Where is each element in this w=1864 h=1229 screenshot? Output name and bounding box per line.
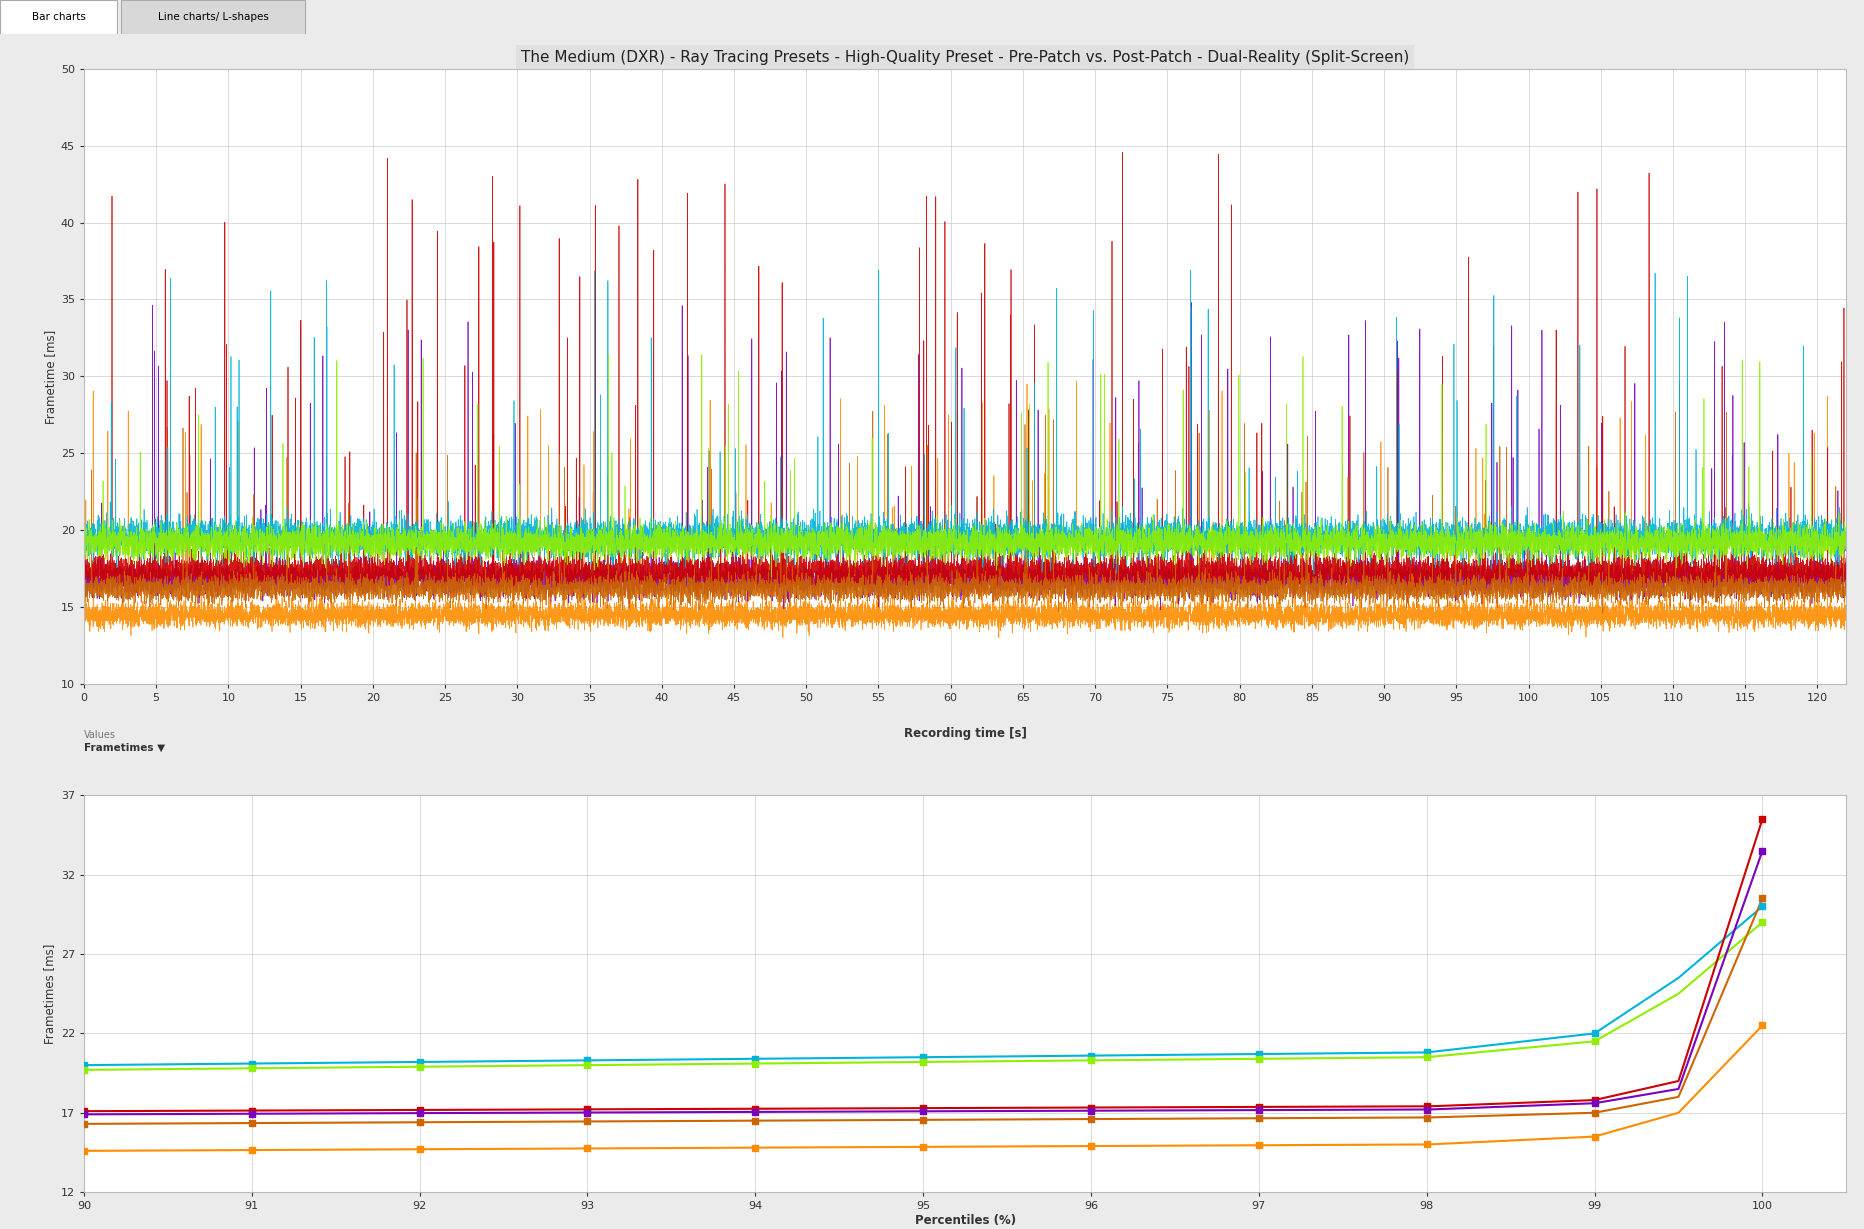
Point — [404, 1057, 434, 1077]
Point — [908, 1047, 938, 1067]
Title: The Medium (DXR) - Ray Tracing Presets - High-Quality Preset - Pre-Patch vs. Pos: The Medium (DXR) - Ray Tracing Presets -… — [520, 50, 1409, 65]
Point — [237, 1141, 267, 1160]
Point — [1579, 1102, 1609, 1122]
Point — [1579, 1024, 1609, 1043]
Point — [572, 1102, 602, 1122]
Point — [1747, 889, 1776, 908]
Point — [740, 1111, 770, 1131]
Point — [1076, 1097, 1105, 1117]
Point — [1243, 1097, 1273, 1117]
Point — [69, 1141, 99, 1160]
Point — [572, 1138, 602, 1158]
Point — [740, 1099, 770, 1118]
Point — [237, 1053, 267, 1073]
Point — [1579, 1031, 1609, 1051]
Point — [908, 1099, 938, 1118]
Y-axis label: Frametime [ms]: Frametime [ms] — [43, 329, 56, 424]
Point — [1076, 1051, 1105, 1070]
Point — [1076, 1110, 1105, 1129]
Point — [572, 1056, 602, 1075]
Point — [1579, 1090, 1609, 1110]
FancyBboxPatch shape — [0, 0, 117, 34]
Point — [404, 1112, 434, 1132]
X-axis label: Percentiles (%): Percentiles (%) — [913, 1214, 1016, 1227]
Point — [908, 1101, 938, 1121]
Point — [1747, 1015, 1776, 1035]
Point — [1411, 1107, 1441, 1127]
X-axis label: Recording time [s]: Recording time [s] — [904, 728, 1025, 740]
Point — [1747, 809, 1776, 828]
Point — [1579, 1094, 1609, 1113]
Point — [69, 1101, 99, 1121]
Point — [69, 1113, 99, 1133]
Point — [69, 1105, 99, 1125]
Point — [1411, 1047, 1441, 1067]
Point — [404, 1100, 434, 1120]
Point — [237, 1058, 267, 1078]
Text: Frametimes ▼: Frametimes ▼ — [84, 742, 164, 752]
Point — [237, 1104, 267, 1123]
Point — [740, 1050, 770, 1069]
FancyBboxPatch shape — [121, 0, 306, 34]
Point — [1411, 1100, 1441, 1120]
Point — [572, 1100, 602, 1120]
Point — [908, 1137, 938, 1156]
Text: Bar charts: Bar charts — [32, 12, 86, 22]
Point — [740, 1138, 770, 1158]
Point — [572, 1112, 602, 1132]
Point — [1747, 912, 1776, 932]
Point — [1747, 841, 1776, 860]
Point — [1411, 1096, 1441, 1116]
Point — [1076, 1137, 1105, 1156]
Point — [908, 1052, 938, 1072]
Point — [404, 1052, 434, 1072]
Point — [237, 1101, 267, 1121]
Point — [1076, 1046, 1105, 1066]
Point — [1243, 1100, 1273, 1120]
Point — [1076, 1101, 1105, 1121]
Point — [404, 1139, 434, 1159]
Point — [1411, 1042, 1441, 1062]
Point — [740, 1102, 770, 1122]
Point — [1747, 897, 1776, 917]
Text: Line charts/ L-shapes: Line charts/ L-shapes — [158, 12, 268, 22]
Point — [1243, 1136, 1273, 1155]
Point — [1411, 1134, 1441, 1154]
Point — [908, 1110, 938, 1129]
Point — [1579, 1127, 1609, 1147]
Point — [404, 1104, 434, 1123]
Point — [69, 1061, 99, 1080]
Point — [237, 1113, 267, 1133]
Point — [1243, 1109, 1273, 1128]
Y-axis label: Frametimes [ms]: Frametimes [ms] — [43, 944, 56, 1043]
Point — [1243, 1045, 1273, 1064]
Point — [1243, 1050, 1273, 1069]
Text: Values: Values — [84, 730, 116, 740]
Point — [740, 1053, 770, 1073]
Point — [69, 1056, 99, 1075]
Point — [572, 1051, 602, 1070]
